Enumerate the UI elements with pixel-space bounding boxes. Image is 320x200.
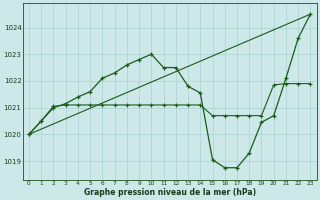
X-axis label: Graphe pression niveau de la mer (hPa): Graphe pression niveau de la mer (hPa) [84,188,256,197]
